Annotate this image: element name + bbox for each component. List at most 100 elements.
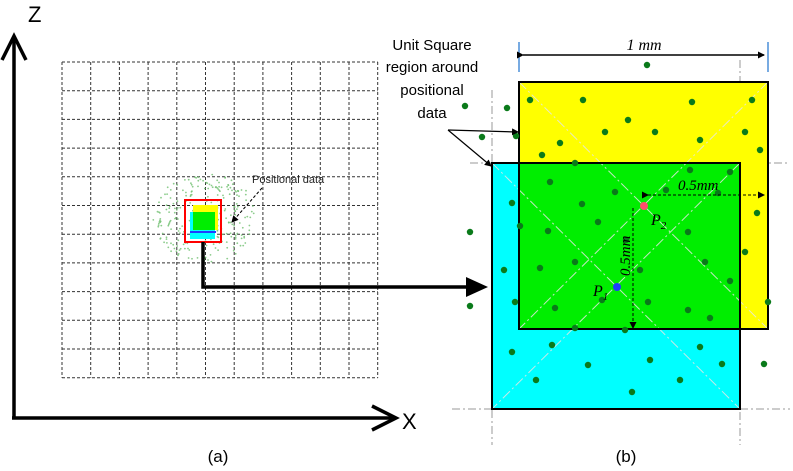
scatter-point bbox=[227, 221, 230, 224]
scatter-point bbox=[168, 211, 171, 214]
data-point bbox=[756, 146, 764, 154]
data-point bbox=[741, 128, 749, 136]
scatter-point bbox=[212, 243, 215, 246]
scatter-point bbox=[190, 193, 193, 196]
scatter-point bbox=[179, 232, 181, 235]
scatter-point bbox=[236, 189, 239, 192]
data-point bbox=[571, 258, 579, 266]
half-height-label: 0.5mm bbox=[618, 235, 634, 276]
data-point bbox=[598, 296, 606, 304]
data-point bbox=[503, 104, 511, 112]
scatter-point bbox=[187, 247, 189, 250]
scatter-point bbox=[242, 244, 245, 247]
scatter-point bbox=[197, 176, 200, 179]
x-axis-arrowhead bbox=[371, 404, 400, 432]
data-point bbox=[644, 298, 652, 306]
p2-marker bbox=[640, 202, 648, 210]
scatter-point bbox=[244, 216, 247, 219]
data-point bbox=[628, 388, 636, 396]
scatter-point bbox=[165, 236, 168, 239]
scatter-point bbox=[170, 228, 173, 231]
scatter-point bbox=[230, 235, 233, 238]
data-point bbox=[461, 102, 469, 110]
data-point bbox=[516, 222, 524, 230]
point-p2: P2 bbox=[640, 202, 667, 232]
data-point bbox=[584, 361, 592, 369]
scatter-point bbox=[176, 207, 179, 209]
scatter-point bbox=[156, 210, 159, 213]
scatter-point bbox=[159, 218, 162, 220]
scatter-point bbox=[238, 222, 241, 224]
caption-a: (a) bbox=[208, 447, 229, 466]
data-point bbox=[478, 133, 486, 141]
scatter-point bbox=[209, 254, 212, 256]
scatter-point bbox=[169, 189, 172, 191]
data-point bbox=[624, 116, 632, 124]
data-point bbox=[643, 61, 651, 69]
scatter-point bbox=[175, 216, 177, 219]
scatter-point bbox=[191, 185, 194, 188]
scatter-point bbox=[159, 212, 161, 214]
unit-square-label-line-1: Unit Square bbox=[392, 37, 471, 54]
scatter-point bbox=[159, 238, 162, 240]
scatter-point bbox=[208, 183, 211, 186]
p1-letter: P bbox=[592, 283, 603, 300]
scatter-point bbox=[243, 236, 246, 239]
scatter-point bbox=[190, 191, 193, 193]
unit-square-label-line-4: data bbox=[417, 105, 447, 122]
scatter-point bbox=[179, 227, 181, 230]
scatter-point bbox=[179, 247, 182, 250]
scatter-point bbox=[220, 186, 223, 189]
scatter-point bbox=[207, 187, 210, 190]
scatter-point bbox=[248, 229, 251, 232]
scatter-point bbox=[232, 249, 235, 252]
data-point bbox=[611, 188, 619, 196]
scatter-point bbox=[179, 206, 182, 209]
scatter-point bbox=[210, 184, 213, 187]
data-point bbox=[546, 178, 554, 186]
dashed-grid bbox=[61, 61, 379, 379]
data-point bbox=[601, 128, 609, 136]
scatter-point bbox=[172, 243, 175, 246]
scatter-point bbox=[181, 225, 184, 228]
scatter-point bbox=[225, 241, 228, 244]
scatter-point bbox=[229, 232, 232, 235]
scatter-point bbox=[245, 189, 247, 192]
scatter-point bbox=[177, 230, 180, 232]
data-point bbox=[622, 236, 630, 244]
positional-data-pointer bbox=[231, 187, 263, 223]
pointer-to-yellow bbox=[447, 128, 519, 136]
data-point bbox=[701, 258, 709, 266]
scatter-point bbox=[240, 234, 243, 237]
data-point bbox=[706, 314, 714, 322]
scatter-point bbox=[214, 247, 217, 249]
scatter-point bbox=[187, 178, 190, 181]
scatter-point bbox=[236, 232, 239, 235]
scatter-point bbox=[170, 250, 173, 253]
scatter-point bbox=[211, 186, 214, 189]
data-point bbox=[548, 341, 556, 349]
scatter-point bbox=[207, 195, 209, 198]
scatter-point bbox=[234, 238, 237, 240]
unit-square-label-line-3: positional bbox=[400, 82, 463, 99]
scatter-point bbox=[177, 239, 180, 242]
mini-green-overlap bbox=[193, 212, 215, 230]
scatter-point bbox=[165, 204, 168, 207]
scatter-point bbox=[224, 208, 227, 210]
scatter-point bbox=[163, 241, 166, 244]
panel-b: 1 mm 0.5mm 0.5mm P1 P2 Unit Square regio… bbox=[386, 37, 790, 466]
data-point bbox=[688, 98, 696, 106]
half-width-label: 0.5mm bbox=[678, 178, 719, 194]
scatter-point bbox=[189, 202, 192, 204]
scatter-point bbox=[197, 185, 199, 188]
connector-arrow bbox=[201, 242, 480, 289]
scatter-point bbox=[184, 179, 186, 181]
cyan-diagonal-2 bbox=[491, 162, 741, 410]
unit-square-label: Unit Square region around positional dat… bbox=[386, 37, 479, 122]
scatter-point bbox=[210, 201, 213, 204]
scatter-point bbox=[248, 233, 251, 236]
scatter-point bbox=[157, 225, 160, 228]
scatter-point bbox=[252, 212, 255, 215]
data-point bbox=[764, 298, 772, 306]
